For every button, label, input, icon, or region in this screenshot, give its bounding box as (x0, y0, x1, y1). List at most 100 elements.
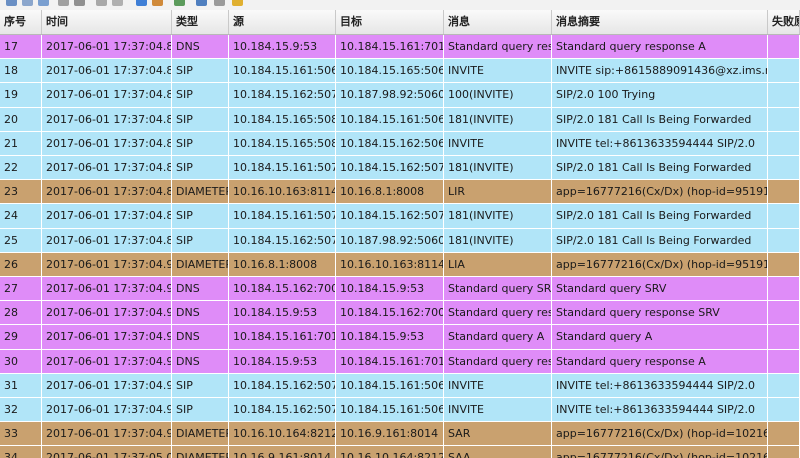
column-header[interactable]: 序号 (0, 10, 42, 34)
column-header[interactable]: 消息 (444, 10, 552, 34)
seq-cell: 28 (0, 301, 42, 326)
seq-cell: 33 (0, 422, 42, 447)
fail-cell (768, 131, 800, 156)
time-cell: 2017-06-01 17:37:04.911 (42, 277, 172, 302)
source-cell: 10.184.15.162:5073 (229, 228, 336, 253)
summary-cell: Standard query response A (552, 35, 768, 60)
tool-icon[interactable] (22, 0, 33, 6)
summary-cell: SIP/2.0 181 Call Is Being Forwarded (552, 204, 768, 229)
tool-icon[interactable] (214, 0, 225, 6)
fail-cell (768, 252, 800, 277)
column-header[interactable]: 失败原 (768, 10, 800, 34)
fail-cell (768, 422, 800, 447)
column-header[interactable]: 消息摘要 (552, 10, 768, 34)
tool-icon[interactable] (136, 0, 147, 6)
dest-cell: 10.184.15.9:53 (336, 325, 444, 350)
summary-cell: Standard query A (552, 325, 768, 350)
column-header[interactable]: 源 (229, 10, 336, 34)
source-cell: 10.184.15.9:53 (229, 349, 336, 374)
summary-cell: INVITE sip:+8615889091436@xz.ims.mnc00..… (552, 59, 768, 84)
seq-cell: 32 (0, 398, 42, 423)
message-cell: Standard query resp... (444, 35, 552, 60)
message-cell: SAR (444, 422, 552, 447)
column-header[interactable]: 目标 (336, 10, 444, 34)
time-cell: 2017-06-01 17:37:04.891 (42, 180, 172, 205)
type-cell: SIP (172, 131, 229, 156)
time-cell: 2017-06-01 17:37:04.911 (42, 252, 172, 277)
time-cell: 2017-06-01 17:37:04.891 (42, 131, 172, 156)
tool-icon[interactable] (38, 0, 49, 6)
summary-cell: app=16777216(Cx/Dx) (hop-id=951910978)..… (552, 180, 768, 205)
fail-cell (768, 83, 800, 108)
fail-cell (768, 228, 800, 253)
source-cell: 10.184.15.162:7002 (229, 277, 336, 302)
fail-cell (768, 156, 800, 181)
fail-cell (768, 325, 800, 350)
summary-cell: SIP/2.0 181 Call Is Being Forwarded (552, 156, 768, 181)
summary-cell: Standard query response SRV (552, 301, 768, 326)
dest-cell: 10.16.8.1:8008 (336, 180, 444, 205)
source-cell: 10.16.10.164:8212 (229, 422, 336, 447)
tool-icon[interactable] (196, 0, 207, 6)
tool-icon[interactable] (58, 0, 69, 6)
message-cell: 181(INVITE) (444, 228, 552, 253)
tool-icon[interactable] (96, 0, 107, 6)
summary-cell: app=16777216(Cx/Dx) (hop-id=102164129... (552, 446, 768, 458)
seq-cell: 29 (0, 325, 42, 350)
time-cell: 2017-06-01 17:37:04.961 (42, 373, 172, 398)
fail-cell (768, 301, 800, 326)
message-cell: 181(INVITE) (444, 156, 552, 181)
seq-cell: 22 (0, 156, 42, 181)
source-cell: 10.184.15.161:7011 (229, 325, 336, 350)
source-cell: 10.16.10.163:8114 (229, 180, 336, 205)
column-header[interactable]: 时间 (42, 10, 172, 34)
type-cell: DNS (172, 349, 229, 374)
source-cell: 10.184.15.162:5073 (229, 83, 336, 108)
summary-cell: SIP/2.0 181 Call Is Being Forwarded (552, 107, 768, 132)
tool-icon[interactable] (6, 0, 17, 6)
tool-icon[interactable] (74, 0, 85, 6)
type-cell: SIP (172, 228, 229, 253)
tool-icon[interactable] (174, 0, 185, 6)
tool-icon[interactable] (152, 0, 163, 6)
type-cell: DNS (172, 35, 229, 60)
column-header[interactable]: 类型 (172, 10, 229, 34)
fail-cell (768, 349, 800, 374)
fail-cell (768, 398, 800, 423)
message-cell: 100(INVITE) (444, 83, 552, 108)
tool-icon[interactable] (112, 0, 123, 6)
type-cell: DNS (172, 277, 229, 302)
summary-cell: SIP/2.0 181 Call Is Being Forwarded (552, 228, 768, 253)
fail-cell (768, 373, 800, 398)
dest-cell: 10.184.15.161:5060 (336, 398, 444, 423)
source-cell: 10.184.15.165:5086 (229, 107, 336, 132)
type-cell: SIP (172, 373, 229, 398)
tool-icon[interactable] (232, 0, 243, 6)
type-cell: SIP (172, 156, 229, 181)
source-cell: 10.184.15.161:5067 (229, 59, 336, 84)
summary-cell: Standard query response A (552, 349, 768, 374)
message-cell: INVITE (444, 398, 552, 423)
type-cell: DIAMETER (172, 180, 229, 205)
type-cell: SIP (172, 83, 229, 108)
source-cell: 10.184.15.162:5074 (229, 398, 336, 423)
message-cell: INVITE (444, 131, 552, 156)
